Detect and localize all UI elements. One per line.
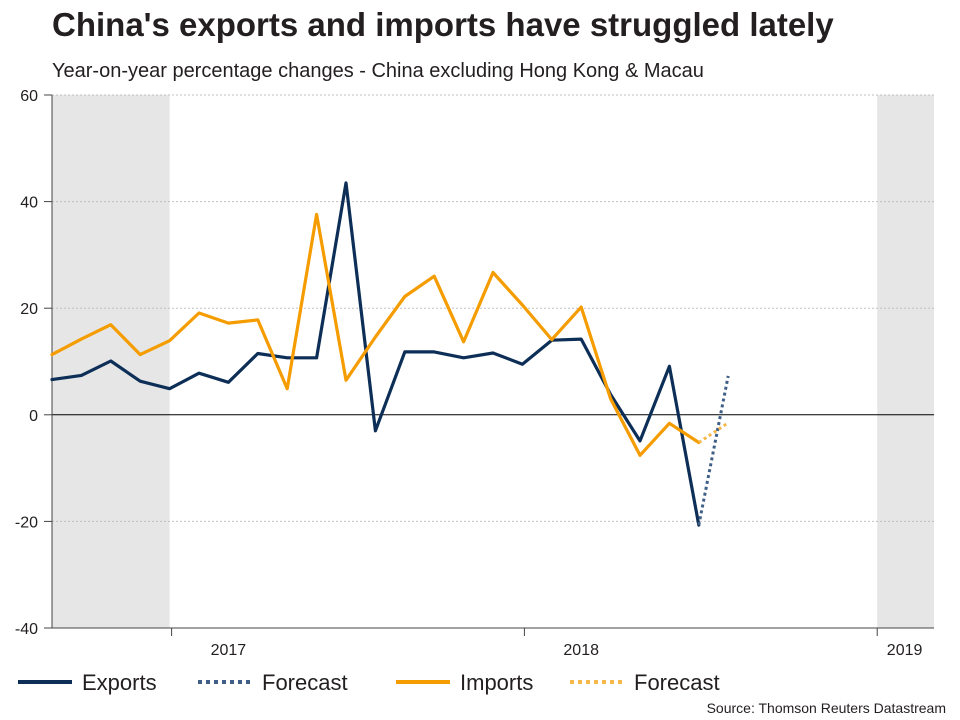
legend-label-forecast: Forecast — [634, 670, 720, 695]
shaded-period-1 — [877, 95, 934, 628]
imports-series-line — [50, 212, 701, 457]
forecast-dotted-series-line — [697, 421, 730, 444]
x-tick-label: 2017 — [211, 642, 247, 659]
exports-series-line — [50, 181, 701, 527]
source-note: Source: Thomson Reuters Datastream — [706, 700, 946, 716]
legend-label-exports: Exports — [82, 670, 157, 695]
legend-label-forecast: Forecast — [262, 670, 348, 695]
forecast-dotted-series-line — [697, 375, 730, 526]
chart-subtitle: Year-on-year percentage changes - China … — [52, 60, 704, 82]
y-tick-label: 0 — [29, 408, 38, 425]
y-tick-label: 40 — [20, 195, 38, 212]
legend-label-imports: Imports — [460, 670, 533, 695]
x-tick-label: 2018 — [563, 642, 599, 659]
y-tick-label: -40 — [15, 621, 38, 638]
legend: Exports Forecast Imports Forecast — [18, 670, 720, 695]
y-tick-label: 20 — [20, 301, 38, 318]
shaded-regions — [52, 95, 934, 628]
y-tick-label: 60 — [20, 88, 38, 105]
x-tick-label: 2019 — [887, 642, 923, 659]
axes: -40 -20 0 20 40 60 2017 2018 2019 — [15, 88, 934, 659]
y-tick-label: -20 — [15, 514, 38, 531]
chart-title: China's exports and imports have struggl… — [52, 6, 834, 43]
gridlines — [52, 94, 934, 629]
series-lines — [50, 181, 730, 527]
